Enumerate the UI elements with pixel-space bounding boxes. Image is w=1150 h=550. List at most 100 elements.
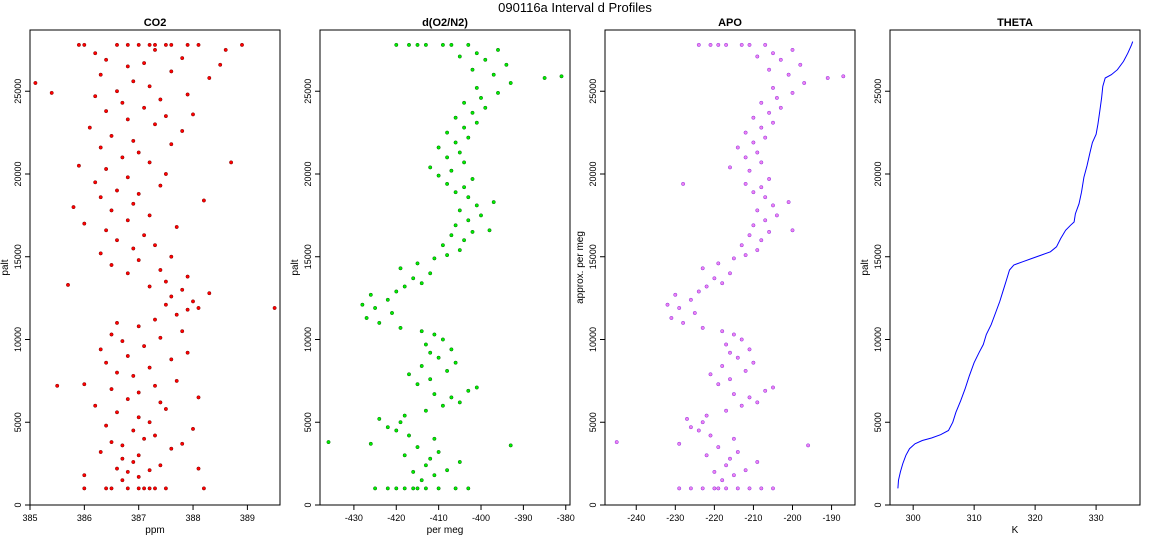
data-point bbox=[728, 165, 732, 170]
data-point bbox=[700, 325, 705, 330]
data-point bbox=[33, 81, 38, 85]
data-point bbox=[462, 185, 467, 190]
data-point bbox=[98, 145, 103, 150]
data-point bbox=[125, 64, 130, 69]
data-point bbox=[125, 354, 130, 358]
data-point bbox=[739, 403, 744, 408]
data-point bbox=[153, 122, 157, 127]
data-point bbox=[419, 329, 424, 334]
data-point bbox=[436, 450, 441, 454]
data-point bbox=[98, 347, 103, 352]
data-point bbox=[377, 320, 382, 325]
y-tick-label: 25000 bbox=[588, 79, 598, 104]
data-point bbox=[466, 218, 471, 223]
figure-title: 090116a Interval d Profiles bbox=[498, 0, 652, 15]
data-point bbox=[240, 42, 244, 47]
data-point bbox=[806, 443, 811, 448]
data-point bbox=[735, 355, 740, 360]
data-point bbox=[180, 441, 185, 446]
data-point bbox=[763, 218, 768, 223]
data-point bbox=[487, 228, 492, 233]
data-point bbox=[428, 271, 433, 276]
data-point bbox=[163, 407, 168, 411]
data-point bbox=[109, 486, 114, 491]
data-point bbox=[504, 62, 509, 67]
data-point bbox=[466, 195, 471, 200]
data-point bbox=[109, 440, 114, 445]
data-point bbox=[432, 473, 437, 478]
data-point bbox=[735, 450, 740, 454]
data-point bbox=[681, 320, 686, 325]
data-point bbox=[440, 243, 445, 248]
data-point bbox=[747, 233, 752, 238]
data-point bbox=[751, 140, 756, 145]
data-point bbox=[449, 168, 454, 173]
data-point bbox=[470, 177, 475, 181]
data-point bbox=[479, 95, 483, 100]
data-point bbox=[542, 76, 547, 80]
data-point bbox=[508, 443, 513, 448]
data-point bbox=[115, 466, 119, 471]
data-point bbox=[774, 95, 779, 100]
data-point bbox=[449, 395, 454, 400]
data-point bbox=[496, 47, 500, 52]
data-point bbox=[755, 208, 760, 213]
data-point bbox=[432, 436, 437, 441]
data-point bbox=[767, 110, 772, 115]
x-tick-label: -380 bbox=[557, 513, 575, 523]
data-point bbox=[142, 61, 147, 66]
data-point bbox=[142, 105, 147, 110]
data-point bbox=[423, 342, 428, 347]
data-point bbox=[759, 160, 764, 165]
data-point bbox=[385, 486, 390, 491]
data-point bbox=[223, 47, 228, 52]
data-point bbox=[55, 383, 60, 388]
data-point bbox=[724, 486, 729, 491]
data-point bbox=[373, 306, 378, 310]
data-point bbox=[790, 228, 795, 233]
data-point bbox=[771, 51, 775, 56]
data-point bbox=[436, 145, 441, 150]
data-point bbox=[147, 42, 152, 47]
data-point bbox=[402, 453, 407, 458]
data-point bbox=[163, 114, 168, 119]
data-point bbox=[457, 460, 462, 464]
y-tick-label: 10000 bbox=[588, 327, 598, 352]
data-point bbox=[136, 42, 141, 47]
data-point bbox=[470, 67, 475, 72]
data-point bbox=[751, 115, 756, 120]
data-point bbox=[125, 117, 130, 122]
y-tick-label: 5000 bbox=[13, 412, 23, 432]
data-point bbox=[462, 238, 467, 243]
panel-1: CO2 385 386 387 388 389 0 5000 10000 15000 20000 25… bbox=[0, 17, 281, 536]
data-point bbox=[474, 85, 479, 90]
data-point bbox=[453, 190, 458, 195]
data-point bbox=[142, 344, 147, 349]
panel-3: APO -240 -230 -220 -210 -200 -190 0 5000 10000 150… bbox=[575, 17, 856, 523]
data-point bbox=[136, 150, 141, 155]
data-point bbox=[185, 274, 190, 279]
data-point bbox=[115, 320, 119, 325]
data-point bbox=[407, 433, 411, 438]
data-point bbox=[755, 460, 760, 464]
data-point bbox=[688, 425, 693, 430]
data-point bbox=[739, 42, 744, 47]
data-point bbox=[771, 486, 775, 491]
theta-profile-line bbox=[897, 41, 1134, 489]
data-point bbox=[491, 200, 496, 205]
data-point bbox=[115, 188, 119, 193]
data-point bbox=[735, 486, 740, 491]
data-point bbox=[743, 130, 748, 135]
data-point bbox=[712, 276, 717, 281]
x-tick-label: -200 bbox=[783, 513, 801, 523]
data-point bbox=[763, 42, 768, 47]
y-tick-label: 5000 bbox=[303, 412, 313, 432]
data-point bbox=[466, 42, 471, 47]
data-point bbox=[411, 276, 416, 281]
y-tick-label: 25000 bbox=[873, 79, 883, 104]
data-point bbox=[93, 403, 98, 408]
data-point bbox=[716, 445, 721, 450]
data-point bbox=[747, 42, 752, 47]
data-point bbox=[677, 486, 682, 491]
data-point bbox=[196, 466, 201, 471]
